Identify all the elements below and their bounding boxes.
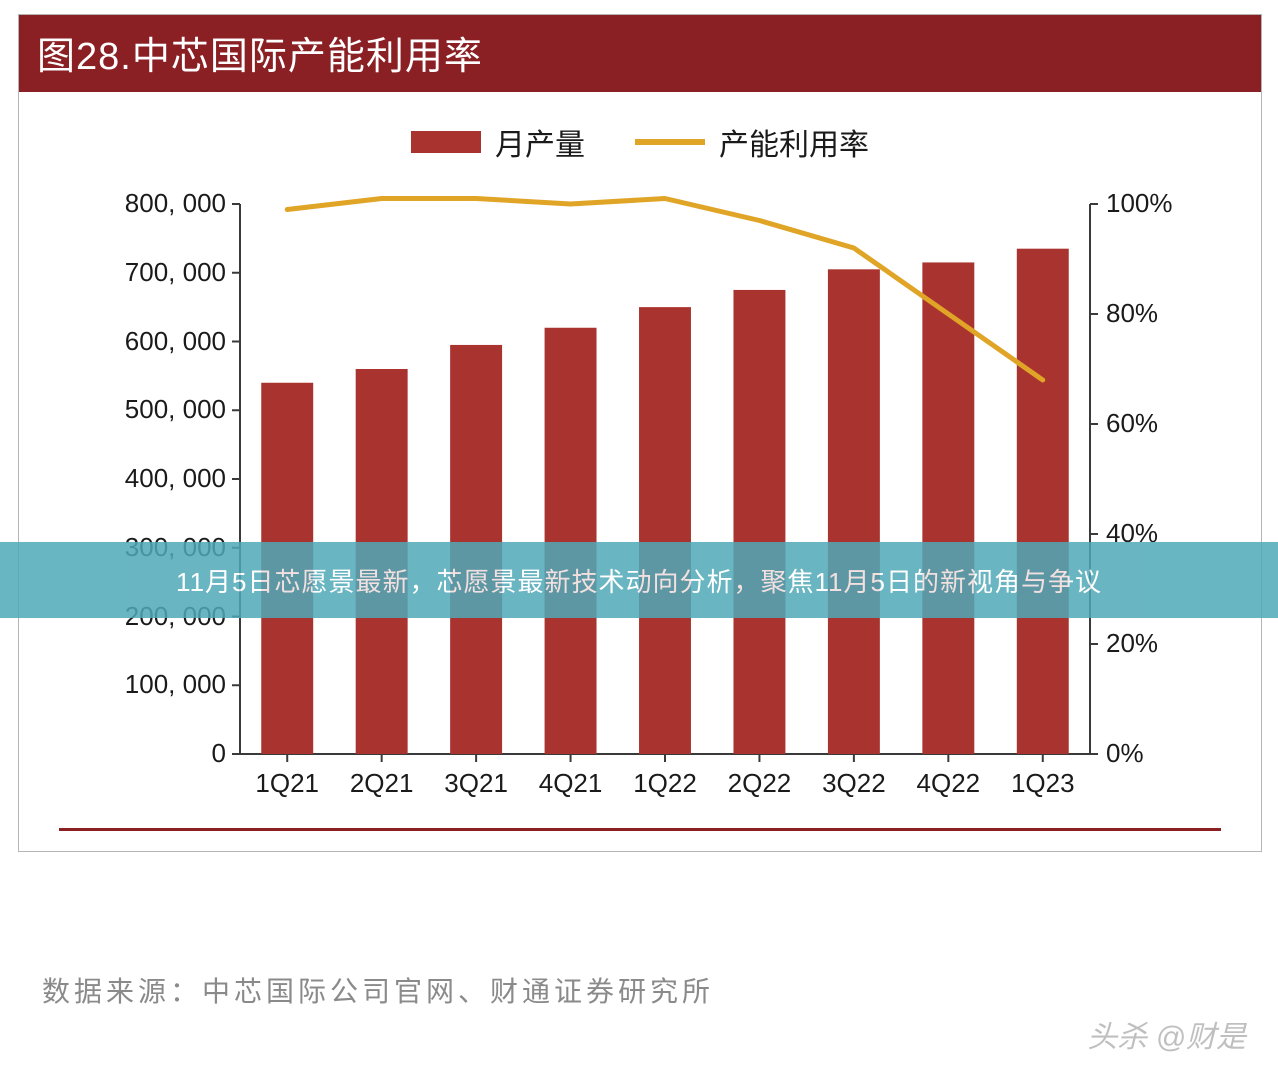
y-left-tick-label: 500, 000 <box>125 394 226 425</box>
x-tick-label: 4Q21 <box>539 768 603 799</box>
legend-swatch-line <box>635 139 705 145</box>
legend-item-line: 产能利用率 <box>635 120 869 164</box>
x-tick-label: 2Q22 <box>728 768 792 799</box>
data-source: 数据来源：中芯国际公司官网、财通证券研究所 <box>18 940 1262 1020</box>
y-right-tick-label: 0% <box>1106 738 1144 769</box>
watermark: 头杀 @财是 <box>1087 1012 1246 1056</box>
legend-label-bar: 月产量 <box>495 120 585 164</box>
y-left-tick-label: 400, 000 <box>125 463 226 494</box>
y-right-tick-label: 100% <box>1106 188 1173 219</box>
y-left-tick-label: 100, 000 <box>125 669 226 700</box>
y-left-tick-label: 0 <box>212 738 226 769</box>
footer-rule <box>59 828 1221 831</box>
chart-area: 月产量 产能利用率 0100, 000200, 000300, 000400, … <box>19 92 1261 851</box>
figure-frame: 图28.中芯国际产能利用率 月产量 产能利用率 0100, 000200, 00… <box>18 14 1262 852</box>
y-right-tick-label: 20% <box>1106 628 1158 659</box>
x-tick-label: 1Q22 <box>633 768 697 799</box>
y-right-tick-label: 80% <box>1106 298 1158 329</box>
x-tick-label: 1Q21 <box>255 768 319 799</box>
plot: 0100, 000200, 000300, 000400, 000500, 00… <box>80 194 1200 814</box>
x-tick-label: 3Q21 <box>444 768 508 799</box>
x-tick-label: 4Q22 <box>917 768 981 799</box>
x-tick-label: 1Q23 <box>1011 768 1075 799</box>
x-tick-label: 2Q21 <box>350 768 414 799</box>
legend-label-line: 产能利用率 <box>719 120 869 164</box>
y-left-tick-label: 700, 000 <box>125 257 226 288</box>
y-left-tick-label: 600, 000 <box>125 326 226 357</box>
legend-item-bar: 月产量 <box>411 120 585 164</box>
overlay-banner: 11月5日芯愿景最新，芯愿景最新技术动向分析，聚焦11月5日的新视角与争议 <box>0 542 1278 618</box>
x-tick-label: 3Q22 <box>822 768 886 799</box>
legend-swatch-bar <box>411 131 481 153</box>
legend: 月产量 产能利用率 <box>59 120 1221 164</box>
y-right-tick-label: 60% <box>1106 408 1158 439</box>
y-left-tick-label: 800, 000 <box>125 188 226 219</box>
figure-title: 图28.中芯国际产能利用率 <box>19 15 1261 92</box>
